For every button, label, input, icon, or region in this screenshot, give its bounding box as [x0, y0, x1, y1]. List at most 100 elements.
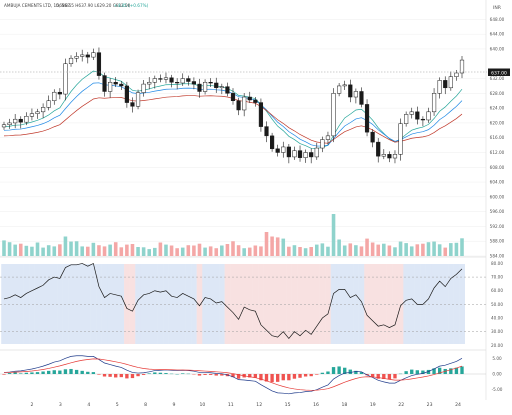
candle-up [47, 101, 51, 108]
volume-bar [52, 246, 56, 256]
volume-bar [276, 237, 280, 256]
volume-bar [203, 248, 207, 256]
rsi-tick-label: 30.00 [491, 329, 503, 334]
candle-up [449, 77, 453, 88]
rsi-band [197, 264, 203, 344]
candle-up [315, 148, 319, 157]
volume-bar [209, 246, 213, 256]
volume-bar [438, 244, 442, 256]
volume-bar [226, 244, 230, 256]
rsi-band [269, 264, 275, 344]
macd-histogram-bar [19, 373, 22, 374]
volume-bar [231, 241, 235, 256]
volume-bar [287, 247, 291, 256]
time-tick-label: 5 [116, 402, 119, 408]
volume-bar [92, 243, 96, 256]
price-tick-label: 612.00 [490, 150, 505, 155]
candle-up [354, 91, 358, 97]
rsi-band [7, 264, 13, 344]
volume-bar [326, 247, 330, 256]
volume-bar [293, 245, 297, 256]
volume-bar [337, 240, 341, 257]
rsi-band [68, 264, 74, 344]
time-tick-label: 11 [228, 402, 234, 408]
rsi-tick-label: 50.00 [491, 302, 503, 307]
candlesticks[interactable] [2, 47, 464, 163]
rsi-band [375, 264, 381, 344]
candle-down [209, 82, 213, 83]
volume-bar [349, 243, 353, 256]
macd-histogram-bar [92, 372, 95, 374]
rsi-band [308, 264, 314, 344]
candle-up [343, 85, 347, 86]
rsi-band [46, 264, 52, 344]
candle-up [80, 55, 84, 56]
candle-down [198, 84, 202, 91]
volume-bar [75, 241, 79, 256]
macd-histogram-bar [304, 374, 307, 377]
volume-bar [382, 244, 386, 256]
rsi-band [275, 264, 281, 344]
price-tick-label: 648.00 [490, 17, 505, 22]
volume-bar [131, 244, 135, 256]
volume-bar [399, 242, 403, 256]
price-axis[interactable]: 648.00644.00640.00632.00628.00624.00620.… [490, 17, 505, 259]
macd-histogram-bar [114, 374, 117, 377]
rsi-band [241, 264, 247, 344]
rsi-band [342, 264, 348, 344]
candle-down [253, 100, 257, 103]
rsi-band [448, 264, 454, 344]
candle-up [332, 93, 336, 136]
rsi-band [225, 264, 231, 344]
rsi-band [403, 264, 409, 344]
volume-bar [41, 248, 45, 256]
macd-histogram-bar [41, 371, 44, 374]
volume-bar [404, 243, 408, 256]
volume-bar [2, 240, 6, 256]
rsi-band [180, 264, 186, 344]
currency-label[interactable]: INR [493, 5, 502, 11]
volume-bar [220, 246, 224, 257]
volume-bar [315, 245, 319, 256]
candle-up [393, 154, 397, 158]
rsi-band [191, 264, 197, 344]
volume-bar [371, 243, 375, 257]
rsi-band [91, 264, 97, 344]
macd-histogram-bar [86, 372, 89, 374]
rsi-band [381, 264, 387, 344]
volume-bar [25, 246, 29, 256]
rsi-band [74, 264, 80, 344]
candle-down [19, 119, 23, 122]
candle-up [337, 86, 341, 93]
macd-histogram-bar [153, 372, 156, 374]
volume-bar [304, 248, 308, 256]
volume-bar [460, 238, 464, 256]
volume-bar [147, 249, 151, 256]
candle-down [298, 151, 302, 158]
price-change: +4.45 (+0.67%) [114, 3, 149, 8]
candle-up [432, 93, 436, 111]
candle-down [159, 79, 163, 80]
rsi-band [102, 264, 108, 344]
rsi-band [85, 264, 91, 344]
macd-histogram-bar [287, 374, 290, 380]
candle-down [348, 85, 352, 97]
candle-down [365, 104, 369, 132]
macd-histogram-bar [215, 374, 218, 376]
rsi-band [163, 264, 169, 344]
rsi-tick-label: 60.00 [491, 288, 503, 293]
volume-bar [388, 246, 392, 257]
volume-bar [125, 245, 129, 256]
macd-histogram-bar [58, 371, 61, 374]
rsi-band [12, 264, 18, 344]
volume-bar [298, 247, 302, 256]
volume-bar [365, 239, 369, 256]
rsi-band [202, 264, 208, 344]
macd-histogram-bar [310, 374, 313, 376]
rsi-band [320, 264, 326, 344]
macd-histogram-bar [326, 371, 329, 374]
candle-up [281, 147, 285, 153]
